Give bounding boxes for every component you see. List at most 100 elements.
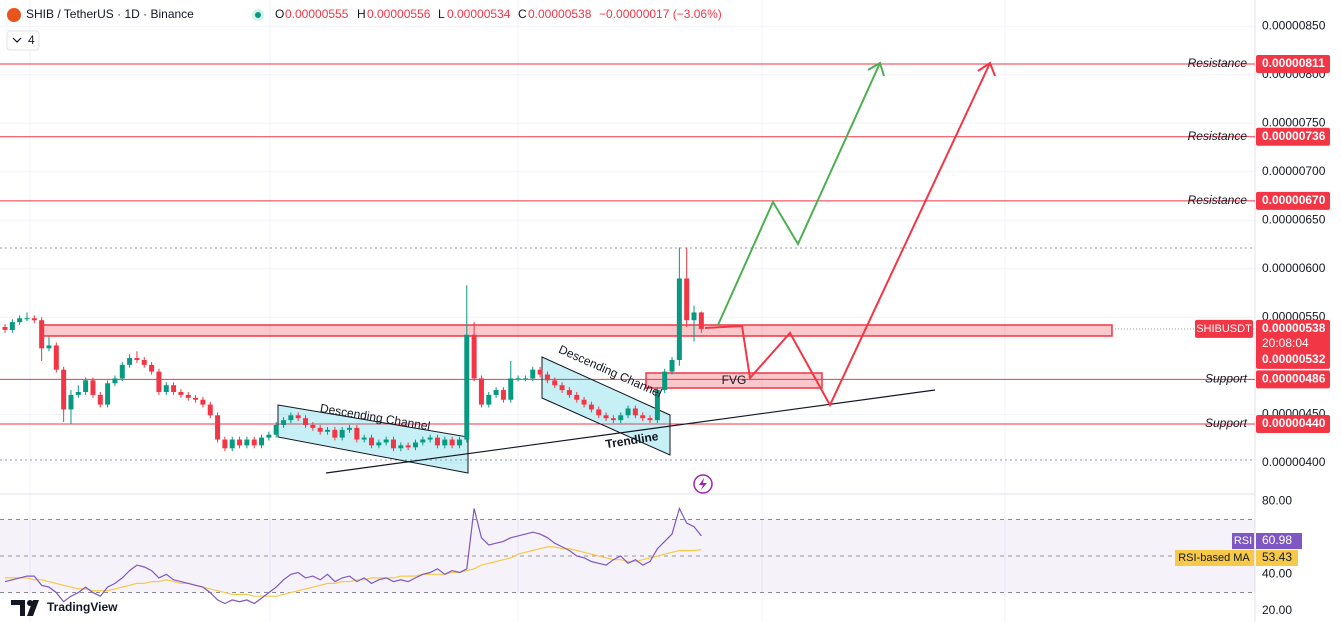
grid — [0, 0, 1255, 622]
candle-body — [478, 378, 484, 405]
watermark: TradingView — [11, 600, 118, 616]
symbol-badge — [1195, 319, 1253, 338]
candle-body — [471, 334, 477, 379]
level-name: Resistance — [1188, 56, 1248, 70]
candle-body — [456, 439, 462, 446]
indicator-toggle[interactable] — [6, 30, 40, 51]
candle-body — [522, 378, 528, 380]
candle-body — [347, 427, 353, 430]
candle-body — [581, 399, 587, 405]
level-badge — [1256, 55, 1330, 74]
fvg-zone — [645, 372, 823, 389]
ohlc-key: L — [438, 7, 445, 21]
candle-body — [464, 334, 470, 440]
legend-value-badge — [1256, 533, 1302, 549]
legend-badge — [1175, 550, 1254, 566]
candle-body — [420, 439, 426, 443]
candle-body — [398, 445, 404, 449]
level-value: 0.00000736 — [1262, 129, 1326, 143]
symbol-title: SHIB / TetherUS · 1D · Binance — [26, 7, 194, 21]
candle-body — [75, 392, 81, 395]
candle-body — [698, 312, 704, 329]
level-name: Resistance — [1188, 129, 1248, 143]
candle-body — [178, 392, 184, 395]
candle-body — [244, 439, 250, 446]
candle-body — [618, 415, 624, 421]
levels: Resistance Resistance Resistance Support Sup… — [0, 56, 1255, 430]
candle-body — [215, 415, 221, 440]
candle-body — [434, 437, 440, 446]
symbol-icon — [7, 8, 21, 22]
candle-body — [625, 408, 631, 416]
candle-body — [632, 408, 638, 416]
level-badge — [1256, 370, 1330, 389]
candle-body — [640, 415, 646, 419]
event-icon[interactable] — [693, 474, 713, 494]
candle-body — [24, 318, 30, 320]
ohlc-value: 0.00000555 — [285, 7, 349, 21]
chevron — [12, 37, 22, 43]
candle-body — [559, 385, 565, 391]
candle-body — [325, 429, 331, 432]
candle-body — [354, 427, 360, 440]
symbol-name: SHIBUSDT — [1196, 323, 1252, 335]
level-value: 0.00000811 — [1262, 56, 1325, 70]
candle-body — [369, 437, 374, 446]
level-badge — [1256, 191, 1330, 210]
trendline — [325, 389, 936, 474]
candles — [2, 247, 704, 452]
price-value: 0.00000538 — [1262, 321, 1326, 335]
market-status-dot — [255, 12, 261, 18]
ohlc-value: 0.00000534 — [447, 7, 511, 21]
candle-body — [266, 434, 272, 438]
countdown: 20:08:04 — [1262, 336, 1309, 350]
candle-body — [295, 415, 301, 419]
candle-body — [237, 439, 243, 446]
candle-body — [588, 404, 594, 410]
indicator-count: 4 — [28, 33, 35, 47]
rsi-pane — [0, 506, 1255, 605]
candle-body — [530, 369, 536, 379]
legend-name: RSI-based MA — [1178, 552, 1250, 564]
candle-body — [427, 437, 433, 440]
legend-value: 53.43 — [1262, 550, 1292, 564]
candle-body — [83, 380, 89, 392]
candle-body — [552, 380, 558, 386]
y-tick-label: 0.00000850 — [1262, 18, 1326, 32]
logo-dot — [27, 600, 33, 606]
candle-body — [442, 439, 448, 446]
candle-body — [127, 358, 133, 365]
legend-value-badge — [1256, 550, 1298, 566]
candle-body — [207, 404, 213, 416]
candle-body — [281, 420, 287, 425]
level-name: Support — [1205, 416, 1248, 430]
ohlc-change: −0.00000017 (−3.06%) — [599, 7, 722, 21]
candle-body — [17, 318, 23, 323]
rsi-line — [4, 506, 702, 605]
low-badge — [1256, 350, 1330, 369]
candle-body — [500, 390, 506, 400]
candle-body — [603, 415, 609, 419]
candle-body — [574, 394, 580, 400]
candle-body — [39, 320, 45, 349]
candle-body — [662, 371, 668, 391]
candle-body — [676, 278, 682, 360]
candle-body — [53, 345, 59, 370]
candle-body — [654, 390, 660, 421]
candle-body — [303, 418, 309, 425]
y-tick-label: 0.00000650 — [1262, 212, 1326, 226]
candle-body — [376, 442, 382, 446]
candle-body — [508, 378, 514, 400]
candle-body — [259, 437, 265, 446]
candle-body — [97, 394, 103, 405]
candle-body — [46, 345, 52, 349]
ohlc-value: 0.00000556 — [367, 7, 431, 21]
level-badge — [1256, 415, 1330, 434]
candle-body — [361, 437, 367, 440]
low-value: 0.00000532 — [1262, 352, 1326, 366]
header: SHIB / TetherUS · 1D · Binance O 0.00000… — [6, 7, 722, 51]
candle-body — [185, 394, 191, 398]
candle-body — [566, 390, 572, 395]
